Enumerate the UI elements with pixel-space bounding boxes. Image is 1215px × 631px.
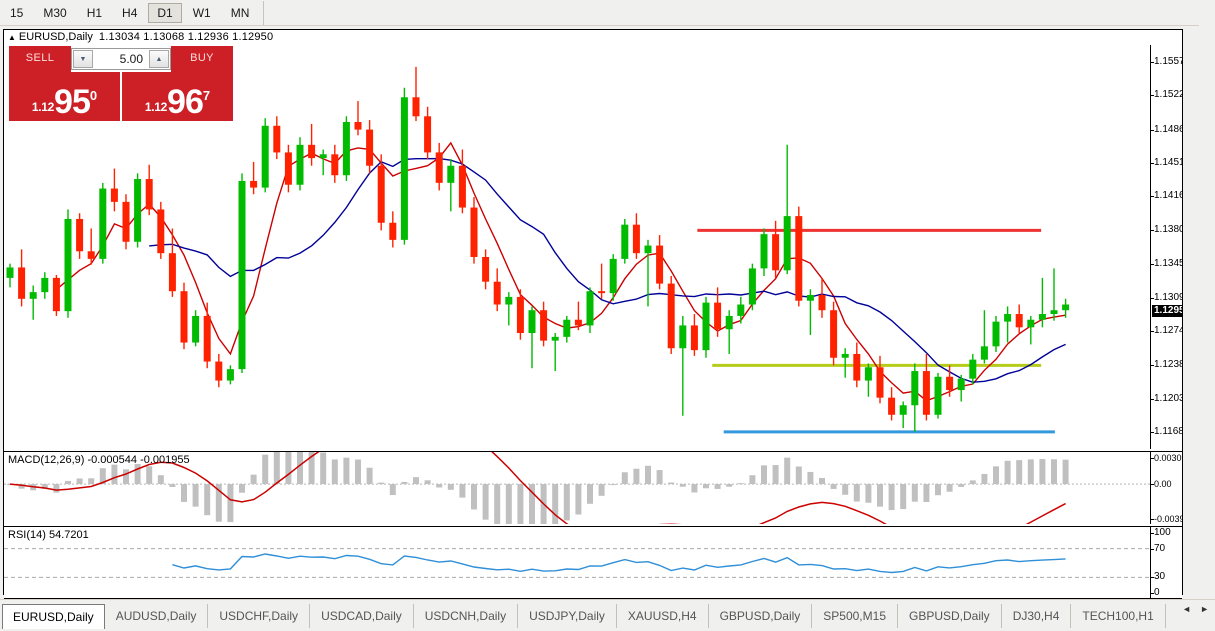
one-click-trading-panel[interactable]: SELL ▼ 5.00 ▲ BUY 1.12 95 0 1.12 96 7 xyxy=(9,46,233,121)
sell-price-prefix: 1.12 xyxy=(31,100,55,114)
chart-tab-9[interactable]: GBPUSD,Daily xyxy=(898,604,1002,628)
macd-axis-label: 0.00 xyxy=(1151,479,1172,490)
volume-stepper[interactable]: ▼ 5.00 ▲ xyxy=(71,48,171,70)
timeframe-toolbar: 15 M30 H1 H4 D1 W1 MN xyxy=(0,0,1215,26)
collapse-triangle-icon[interactable]: ▲ xyxy=(8,33,16,42)
timeframe-button-m30[interactable]: M30 xyxy=(43,5,67,20)
sell-price-fraction: 0 xyxy=(89,88,98,103)
chart-tab-bar: EURUSD,Daily AUDUSD,Daily USDCHF,Daily USDC… xyxy=(0,599,1215,631)
macd-svg xyxy=(4,452,1150,524)
chart-tab-11[interactable]: TECH100,H1 xyxy=(1071,604,1166,628)
price-axis-label: 1.12380 xyxy=(1150,360,1182,370)
price-axis-label: 1.14160 xyxy=(1150,191,1182,201)
macd-indicator-label: MACD(12,26,9) -0.000544 -0.001955 xyxy=(8,454,190,466)
price-axis-label: 1.12030 xyxy=(1150,393,1182,404)
rsi-axis: 100 70 30 0 xyxy=(1150,527,1182,598)
timeframe-button-group: 15 M30 H1 H4 D1 W1 MN xyxy=(0,0,265,25)
macd-axis: 0.003095 0.00 -0.003947 xyxy=(1150,452,1182,524)
tab-scroll-controls: ◄ ► xyxy=(1182,604,1215,614)
rsi-axis-label: 70 xyxy=(1150,542,1166,554)
timeframe-button-15[interactable]: 15 xyxy=(10,5,24,20)
tab-scroll-left-icon[interactable]: ◄ xyxy=(1182,604,1192,614)
volume-value[interactable]: 5.00 xyxy=(119,52,143,66)
price-axis: 1.15570 1.15220 1.14860 1.14510 1.14160 1.138… xyxy=(1150,45,1182,449)
buy-price-main: 96 xyxy=(167,83,204,121)
chart-header: ▲ EURUSD,Daily 1.13034 1.13068 1.12936 1.1… xyxy=(4,30,1182,45)
rsi-svg xyxy=(4,548,1150,578)
timeframe-button-h4[interactable]: H4 xyxy=(122,5,138,20)
tab-scroll-right-icon[interactable]: ► xyxy=(1200,604,1209,614)
price-axis-label: 1.15220 xyxy=(1150,90,1182,100)
chart-tab-2[interactable]: USDCHF,Daily xyxy=(208,604,311,628)
price-axis-label: 1.14510 xyxy=(1150,157,1182,168)
chart-symbol-label: EURUSD,Daily xyxy=(18,31,93,43)
trade-panel-top-row: SELL ▼ 5.00 ▲ BUY xyxy=(9,46,233,72)
timeframe-button-mn[interactable]: MN xyxy=(230,5,250,20)
buy-price-fraction: 7 xyxy=(202,88,211,103)
sell-price-main: 95 xyxy=(54,83,91,121)
chart-tab-4[interactable]: USDCNH,Daily xyxy=(414,604,519,628)
chart-tab-8[interactable]: SP500,M15 xyxy=(812,604,898,628)
chart-tab-1[interactable]: AUDUSD,Daily xyxy=(105,604,209,628)
volume-increase-icon[interactable]: ▲ xyxy=(149,50,169,68)
timeframe-button-d1[interactable]: D1 xyxy=(148,2,182,23)
buy-price-prefix: 1.12 xyxy=(144,100,168,114)
rsi-axis-label: 30 xyxy=(1150,571,1166,583)
chart-ohlc-values: 1.13034 1.13068 1.12936 1.12950 xyxy=(98,31,274,43)
chart-tab-0[interactable]: EURUSD,Daily xyxy=(2,604,105,629)
timeframe-button-h1[interactable]: H1 xyxy=(86,5,103,20)
buy-button[interactable]: 1.12 96 7 xyxy=(122,72,233,121)
candlestick-svg xyxy=(6,66,1070,434)
macd-pane[interactable]: MACD(12,26,9) -0.000544 -0.001955 0.0030… xyxy=(4,451,1182,524)
buy-label[interactable]: BUY xyxy=(171,46,233,72)
price-axis-label: 1.14860 xyxy=(1150,124,1182,135)
rsi-axis-label: 100 xyxy=(1151,527,1171,538)
rsi-indicator-label: RSI(14) 54.7201 xyxy=(8,529,89,541)
price-axis-label: 1.13800 xyxy=(1150,225,1182,235)
sell-button[interactable]: 1.12 95 0 xyxy=(9,72,120,121)
chart-tab-6[interactable]: XAUUSD,H4 xyxy=(617,604,709,628)
rsi-plot-area[interactable] xyxy=(4,527,1150,598)
current-price-label: 1.12950 xyxy=(1152,305,1182,318)
price-axis-label: 1.12740 xyxy=(1150,326,1182,336)
chart-tab-7[interactable]: GBPUSD,Daily xyxy=(709,604,813,628)
chart-window: ▲ EURUSD,Daily 1.13034 1.13068 1.12936 1.1… xyxy=(3,29,1183,618)
trade-panel-prices: 1.12 95 0 1.12 96 7 xyxy=(9,72,233,121)
candlestick-plot-area[interactable] xyxy=(4,45,1150,449)
window-scroll-region[interactable] xyxy=(1199,2,1215,26)
volume-decrease-icon[interactable]: ▼ xyxy=(73,50,93,68)
timeframe-button-w1[interactable]: W1 xyxy=(192,5,211,20)
price-axis-label: 1.11680 xyxy=(1150,426,1182,437)
price-axis-label: 1.13090 xyxy=(1150,292,1182,303)
price-axis-label: 1.15570 xyxy=(1150,57,1182,67)
chart-tab-5[interactable]: USDJPY,Daily xyxy=(518,604,617,628)
chart-tab-10[interactable]: DJ30,H4 xyxy=(1002,604,1072,628)
macd-plot-area[interactable] xyxy=(4,452,1150,524)
macd-axis-label: 0.003095 xyxy=(1151,453,1182,463)
macd-axis-label: -0.003947 xyxy=(1151,514,1182,524)
rsi-pane[interactable]: RSI(14) 54.7201 100 70 30 0 xyxy=(4,526,1182,598)
chart-tab-3[interactable]: USDCAD,Daily xyxy=(310,604,414,628)
rsi-axis-label: 0 xyxy=(1151,587,1160,598)
price-axis-label: 1.13450 xyxy=(1150,258,1182,269)
sell-label[interactable]: SELL xyxy=(9,46,71,72)
